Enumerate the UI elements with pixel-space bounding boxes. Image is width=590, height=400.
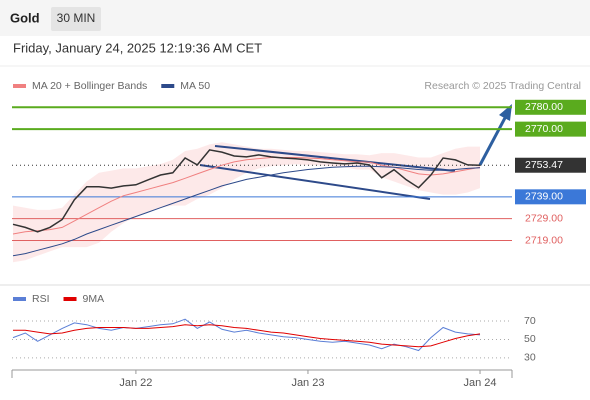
price-line [12,149,481,233]
datetime: Friday, January 24, 2025 12:19:36 AM CET [13,40,262,55]
level-label: 2780.00 [525,101,563,113]
trend-channel-upper [214,145,456,172]
level-label: 2770.00 [525,123,563,135]
legend-swatch [13,297,26,301]
legend-swatch [63,297,77,301]
legend-swatch [13,84,26,88]
source: Research © 2025 Trading Central [424,80,581,92]
symbol: Gold [10,10,40,25]
level-box [515,189,586,205]
x-tick-label: Jan 23 [291,377,324,389]
series-line [12,165,481,257]
level-box [515,121,586,137]
legend-label: RSI [32,293,50,305]
legend-label: MA 50 [180,80,210,92]
x-tick-label: Jan 22 [119,377,152,389]
timeframe-tab[interactable] [51,7,101,31]
level-label: 2729.00 [525,212,563,224]
timeframe[interactable]: 30 MIN [57,11,96,25]
legend-swatch [161,84,175,88]
series-line [12,157,481,235]
y-tick-label: 70 [524,315,536,327]
y-tick-label: 30 [524,352,536,364]
legend-label: 9MA [83,293,105,305]
forecast-arrow [478,115,508,166]
x-tick-label: Jan 24 [464,377,497,389]
level-box [515,157,586,173]
level-label: 2753.47 [525,159,563,171]
bollinger-band [13,142,480,263]
series-line [13,324,481,348]
level-label: 2719.00 [525,234,563,246]
y-tick-label: 50 [524,333,536,345]
legend-label: MA 20 + Bollinger Bands [32,80,147,92]
level-label: 2739.00 [525,191,563,203]
trend-channel-lower [199,164,431,200]
level-box [515,99,586,115]
